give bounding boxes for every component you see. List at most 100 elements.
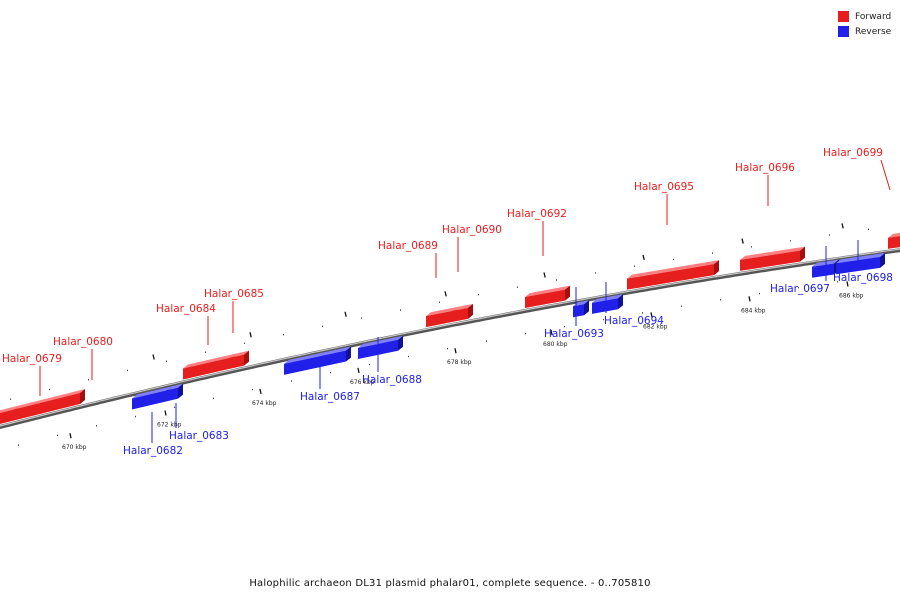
- inner-dot: [759, 292, 760, 295]
- gene-label-halar_0694: Halar_0694: [604, 315, 664, 327]
- major-tick-outer: [444, 291, 447, 297]
- inner-dot: [330, 371, 331, 374]
- gene-label-halar_0696: Halar_0696: [735, 162, 795, 174]
- gene-top-face: [426, 307, 457, 317]
- gene-top-face: [230, 350, 249, 358]
- outer-dot: [127, 369, 128, 372]
- gene-side-face: [880, 252, 885, 268]
- tick-label: 672 kbp: [157, 421, 182, 428]
- gene-front-face: [627, 264, 714, 290]
- gene-top-face: [14, 389, 85, 410]
- gene-side-face: [244, 350, 249, 366]
- gene-top-face: [166, 383, 183, 391]
- gene-label-halar_0687: Halar_0687: [300, 391, 360, 403]
- gene-label-halar_0683: Halar_0683: [169, 430, 229, 442]
- gene-top-face: [888, 232, 900, 238]
- tick-label: 678 kbp: [447, 359, 472, 366]
- gene-side-face: [618, 294, 623, 310]
- gene-top-face: [132, 386, 171, 399]
- inner-dot: [135, 415, 136, 418]
- inner-dot: [564, 325, 565, 328]
- gene-side-face: [584, 300, 589, 316]
- gene-box-halar_0690: [452, 303, 473, 323]
- major-tick: [164, 410, 167, 416]
- major-tick-outer: [543, 272, 546, 278]
- gene-front-face: [0, 409, 14, 425]
- major-tick: [846, 281, 849, 287]
- outer-dot: [322, 325, 323, 327]
- gene-label-halar_0682: Halar_0682: [123, 445, 183, 457]
- major-tick-outer: [152, 354, 155, 360]
- gene-front-face: [573, 304, 584, 318]
- inner-dot: [174, 406, 175, 408]
- inner-dot: [291, 380, 292, 382]
- gene-box-halar_0685: [230, 350, 249, 369]
- gene-front-face: [426, 311, 452, 328]
- tick-label: 676 kbp: [350, 379, 375, 386]
- outer-dot: [283, 334, 284, 336]
- legend: Forward Reverse: [838, 9, 891, 39]
- outer-dot: [400, 309, 401, 311]
- outer-dot: [868, 228, 869, 230]
- tick-label: 670 kbp: [62, 444, 87, 451]
- gene-front-face: [14, 393, 80, 421]
- gene-top-face: [592, 294, 623, 303]
- outer-dot: [88, 379, 89, 381]
- reverse-swatch: [838, 26, 849, 37]
- legend-forward-label: Forward: [855, 11, 892, 22]
- gene-side-face: [178, 383, 183, 399]
- gene-label-halar_0692: Halar_0692: [507, 208, 567, 220]
- outer-dot: [244, 342, 245, 344]
- backbone-highlight: [0, 248, 900, 427]
- gene-front-face: [888, 236, 900, 249]
- inner-dot: [642, 312, 643, 314]
- inner-dot: [525, 333, 526, 335]
- gene-label-halar_0684: Halar_0684: [156, 303, 216, 315]
- outer-dot: [361, 317, 362, 319]
- outer-dot: [556, 279, 557, 281]
- gene-box-halar_0694: [592, 294, 623, 314]
- major-tick: [748, 296, 751, 302]
- outer-dot: [205, 351, 206, 353]
- gene-label-halar_0699: Halar_0699: [823, 147, 883, 159]
- gene-label-halar_0685: Halar_0685: [204, 288, 264, 300]
- gene-front-face: [592, 298, 618, 314]
- outer-dot: [634, 265, 635, 267]
- gene-front-face: [740, 250, 800, 271]
- major-tick-outer: [642, 254, 645, 261]
- gene-label-halar_0688: Halar_0688: [362, 374, 422, 386]
- forward-swatch: [838, 11, 849, 22]
- inner-dot: [720, 299, 721, 301]
- outer-dot: [829, 234, 830, 236]
- major-tick: [357, 367, 360, 373]
- tick-label: 680 kbp: [543, 341, 568, 348]
- inner-dot: [18, 444, 19, 446]
- gene-label-halar_0693: Halar_0693: [544, 328, 604, 340]
- gene-front-face: [452, 307, 468, 323]
- gene-label-halar_0680: Halar_0680: [53, 336, 113, 348]
- gene-front-face: [132, 390, 166, 410]
- major-tick: [650, 312, 653, 318]
- major-tick: [69, 433, 72, 439]
- gene-side-face: [80, 389, 85, 405]
- inner-dot: [837, 281, 838, 283]
- outer-dot: [49, 388, 50, 391]
- major-tick-outer: [344, 311, 347, 317]
- inner-dot: [798, 286, 799, 289]
- gene-label-halar_0679: Halar_0679: [2, 353, 62, 365]
- outer-dot: [712, 252, 713, 254]
- outer-dot: [478, 294, 479, 296]
- gene-top-face: [452, 303, 473, 312]
- inner-dot: [213, 397, 214, 399]
- major-tick-outer: [741, 238, 744, 244]
- major-tick-outer: [249, 332, 252, 338]
- tick-label: 674 kbp: [252, 400, 277, 407]
- gene-top-face: [358, 335, 403, 349]
- major-tick: [550, 329, 553, 336]
- tick-label: 686 kbp: [839, 293, 864, 300]
- inner-dot: [57, 434, 58, 437]
- outer-dot: [439, 301, 440, 303]
- gene-top-face: [573, 300, 589, 307]
